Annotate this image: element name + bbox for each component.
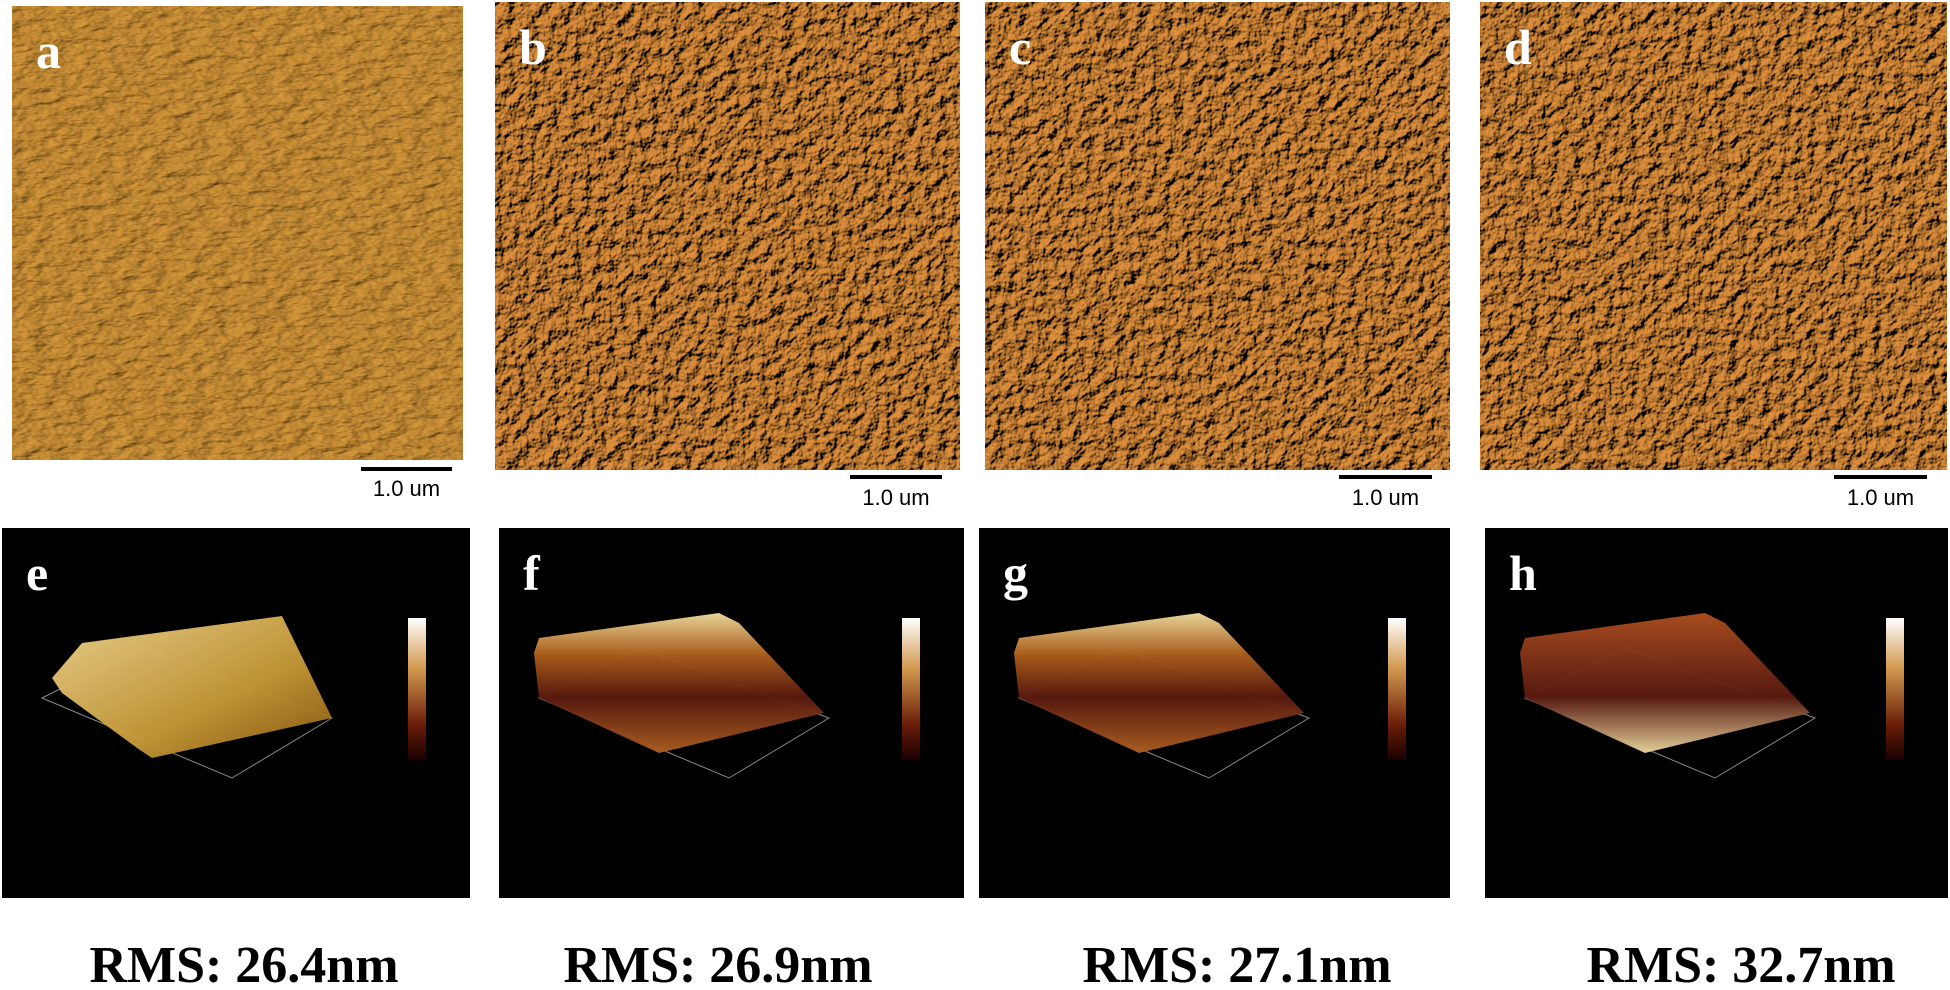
- scale-bar-label: 1.0 um: [373, 476, 440, 501]
- panel-label: h: [1509, 545, 1537, 601]
- panel-label: f: [523, 545, 541, 601]
- panel-label: b: [519, 19, 547, 75]
- color-bar: [1886, 618, 1904, 760]
- rms-label: RMS: 26.4nm: [89, 937, 398, 990]
- panel-label: g: [1003, 545, 1028, 601]
- rms-label: RMS: 26.9nm: [563, 937, 872, 990]
- afm-image: [985, 2, 1450, 470]
- surface: [52, 616, 332, 758]
- afm-image: [1480, 2, 1947, 470]
- surface: [1014, 613, 1304, 753]
- panel-label: d: [1504, 19, 1532, 75]
- surface: [534, 613, 824, 753]
- scale-bar-label: 1.0 um: [1352, 485, 1419, 510]
- panel-label: a: [36, 23, 61, 79]
- color-bar: [902, 618, 920, 760]
- scale-bar-label: 1.0 um: [862, 485, 929, 510]
- panel-label: e: [26, 545, 48, 601]
- rms-label: RMS: 27.1nm: [1082, 937, 1391, 990]
- color-bar: [1388, 618, 1406, 760]
- color-bar: [408, 618, 426, 760]
- panel-label: c: [1009, 19, 1031, 75]
- rms-label: RMS: 32.7nm: [1586, 937, 1895, 990]
- afm-image: [12, 6, 463, 460]
- afm-image: [495, 2, 960, 470]
- surface: [1520, 613, 1810, 753]
- scale-bar-label: 1.0 um: [1847, 485, 1914, 510]
